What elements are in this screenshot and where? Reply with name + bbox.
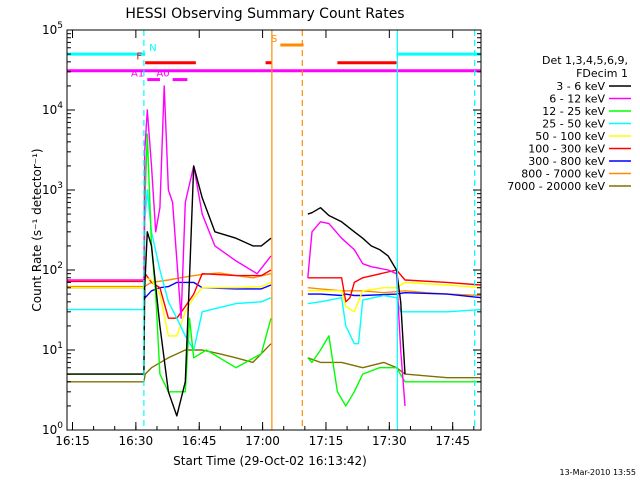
plot-frame bbox=[66, 29, 482, 431]
vertical-markers bbox=[143, 30, 476, 430]
series-line bbox=[307, 335, 481, 407]
flag-bar-label: A0 bbox=[156, 69, 169, 80]
legend-header: Det 1,3,4,5,6,9, bbox=[542, 54, 628, 67]
legend-entry-label: 6 - 12 keV bbox=[549, 93, 605, 106]
x-tick-label: 17:30 bbox=[372, 434, 407, 448]
flag-bar-label: S bbox=[271, 34, 277, 45]
flag-bars: N S F A1 A0 bbox=[67, 34, 481, 82]
series-line bbox=[307, 292, 482, 299]
series-line bbox=[67, 85, 272, 319]
y-tick-label: 105 bbox=[42, 21, 63, 37]
y-axis-label: Count Rate (s⁻¹ detector⁻¹) bbox=[30, 148, 44, 311]
flag-bar-label: F bbox=[136, 52, 142, 63]
y-tick-label: 104 bbox=[42, 101, 63, 117]
chart-title: HESSI Observing Summary Count Rates bbox=[125, 6, 404, 22]
series-line bbox=[307, 281, 482, 313]
series-line bbox=[307, 294, 482, 345]
x-tick-label: 16:30 bbox=[119, 434, 154, 448]
y-tick-label: 102 bbox=[42, 261, 63, 277]
y-tick-label: 100 bbox=[42, 421, 63, 437]
legend-entry-label: 300 - 800 keV bbox=[528, 155, 605, 168]
legend-entry-label: 7000 - 20000 keV bbox=[507, 180, 605, 193]
series-line bbox=[307, 269, 482, 303]
series-line bbox=[307, 357, 481, 379]
series-line bbox=[67, 165, 272, 417]
axes: 16:15 16:30 16:45 17:00 17:15 17:30 17:45 100 10… bbox=[42, 21, 481, 448]
x-tick-label: 17:45 bbox=[435, 434, 470, 448]
x-tick-label: 17:15 bbox=[309, 434, 344, 448]
series-lines bbox=[67, 85, 482, 417]
y-tick-label: 101 bbox=[42, 341, 63, 357]
legend-entry-label: 12 - 25 keV bbox=[542, 105, 605, 118]
legend-entry-label: 100 - 300 keV bbox=[528, 143, 605, 156]
x-tick-label: 16:15 bbox=[55, 434, 90, 448]
x-axis-label: Start Time (29-Oct-02 16:13:42) bbox=[173, 454, 367, 468]
legend-entry-label: 3 - 6 keV bbox=[556, 80, 605, 93]
date-stamp: 13-Mar-2010 13:55 bbox=[560, 468, 637, 477]
legend-header: FDecim 1 bbox=[576, 67, 628, 80]
legend-entry-label: 50 - 100 keV bbox=[535, 130, 605, 143]
legend-entry-label: 800 - 7000 keV bbox=[521, 168, 605, 181]
x-tick-label: 16:45 bbox=[182, 434, 217, 448]
legend-entry-label: 25 - 50 keV bbox=[542, 118, 605, 131]
x-tick-label: 17:00 bbox=[245, 434, 280, 448]
series-line bbox=[67, 343, 272, 383]
y-tick-label: 103 bbox=[42, 181, 63, 197]
flag-bar-label: A1 bbox=[131, 69, 144, 80]
series-line bbox=[67, 272, 272, 288]
series-line bbox=[307, 206, 406, 375]
flag-bar-label: N bbox=[149, 43, 156, 54]
